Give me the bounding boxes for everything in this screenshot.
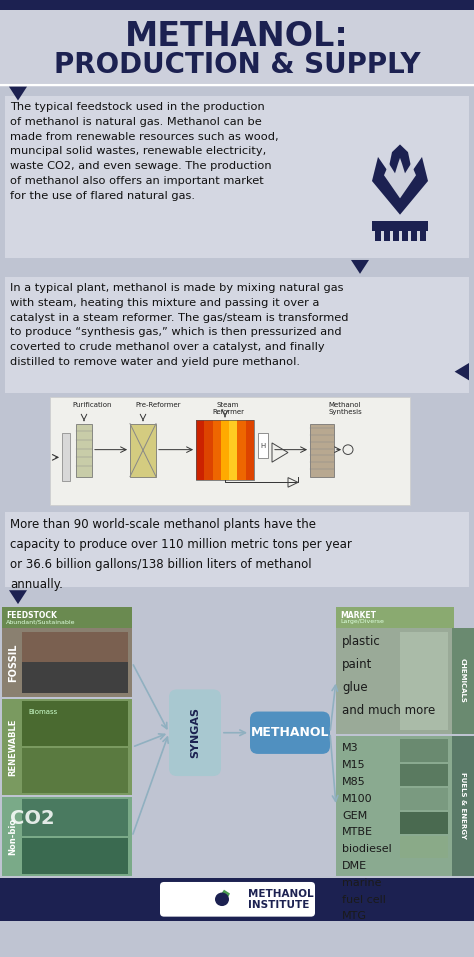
FancyBboxPatch shape (76, 424, 92, 477)
FancyBboxPatch shape (2, 699, 132, 795)
Text: Abundant/Sustainable: Abundant/Sustainable (6, 619, 75, 624)
Text: In a typical plant, methanol is made by mixing natural gas
with steam, heating t: In a typical plant, methanol is made by … (10, 283, 348, 367)
Text: Biomass: Biomass (28, 709, 57, 715)
Text: CHEMICALS: CHEMICALS (460, 658, 466, 703)
Polygon shape (220, 890, 230, 901)
Text: More than 90 world-scale methanol plants have the
capacity to produce over 110 m: More than 90 world-scale methanol plants… (10, 518, 352, 591)
Polygon shape (9, 590, 27, 604)
Polygon shape (9, 87, 27, 100)
FancyBboxPatch shape (400, 632, 448, 730)
Text: MARKET: MARKET (340, 612, 376, 620)
FancyBboxPatch shape (0, 10, 474, 87)
FancyBboxPatch shape (452, 628, 474, 734)
FancyBboxPatch shape (0, 879, 474, 922)
Text: Purification: Purification (72, 402, 112, 408)
FancyBboxPatch shape (0, 607, 474, 879)
FancyBboxPatch shape (384, 231, 390, 241)
Text: PRODUCTION & SUPPLY: PRODUCTION & SUPPLY (54, 52, 420, 79)
FancyBboxPatch shape (22, 799, 128, 835)
Text: M3
M15
M85
M100
GEM
MTBE
biodiesel
DME
marine
fuel cell
MTG: M3 M15 M85 M100 GEM MTBE biodiesel DME m… (342, 744, 392, 922)
FancyBboxPatch shape (5, 97, 469, 258)
Text: FUELS & ENERGY: FUELS & ENERGY (460, 772, 466, 839)
Polygon shape (455, 363, 469, 380)
FancyBboxPatch shape (229, 420, 238, 480)
FancyBboxPatch shape (420, 231, 426, 241)
FancyBboxPatch shape (0, 0, 474, 10)
FancyBboxPatch shape (5, 512, 469, 588)
Text: H: H (260, 443, 265, 449)
Text: FOSSIL: FOSSIL (8, 643, 18, 681)
FancyBboxPatch shape (375, 231, 381, 241)
FancyBboxPatch shape (372, 221, 428, 231)
FancyBboxPatch shape (336, 736, 452, 877)
FancyBboxPatch shape (22, 662, 128, 693)
Text: RENEWABLE: RENEWABLE (8, 719, 17, 776)
FancyBboxPatch shape (22, 837, 128, 875)
FancyBboxPatch shape (50, 397, 410, 504)
Text: Large/Diverse: Large/Diverse (340, 619, 384, 624)
FancyBboxPatch shape (246, 420, 255, 480)
FancyBboxPatch shape (212, 420, 221, 480)
Text: METHANOL: METHANOL (251, 726, 329, 739)
FancyBboxPatch shape (400, 812, 448, 834)
FancyBboxPatch shape (62, 434, 70, 481)
FancyBboxPatch shape (400, 740, 448, 762)
FancyBboxPatch shape (2, 607, 132, 628)
Text: INSTITUTE: INSTITUTE (248, 901, 310, 910)
FancyBboxPatch shape (310, 424, 334, 477)
FancyBboxPatch shape (221, 420, 229, 480)
Text: Methanol
Synthesis: Methanol Synthesis (328, 402, 362, 414)
FancyBboxPatch shape (130, 424, 156, 477)
FancyBboxPatch shape (22, 701, 128, 746)
FancyBboxPatch shape (393, 231, 399, 241)
Circle shape (215, 893, 229, 906)
FancyBboxPatch shape (400, 788, 448, 810)
FancyBboxPatch shape (196, 420, 205, 480)
Polygon shape (384, 158, 416, 198)
FancyBboxPatch shape (250, 712, 330, 754)
FancyBboxPatch shape (452, 736, 474, 877)
Text: METHANOL:: METHANOL: (125, 20, 349, 53)
FancyBboxPatch shape (160, 882, 315, 917)
Polygon shape (372, 145, 428, 214)
Text: METHANOL: METHANOL (248, 888, 314, 899)
FancyBboxPatch shape (2, 797, 132, 877)
FancyBboxPatch shape (204, 420, 213, 480)
Text: Non-bio: Non-bio (8, 818, 17, 856)
FancyBboxPatch shape (169, 689, 221, 776)
Polygon shape (351, 260, 369, 274)
Text: CO2: CO2 (9, 809, 55, 828)
FancyBboxPatch shape (400, 764, 448, 786)
FancyBboxPatch shape (258, 434, 268, 458)
FancyBboxPatch shape (237, 420, 246, 480)
FancyBboxPatch shape (5, 278, 469, 392)
Text: The typical feedstock used in the production
of methanol is natural gas. Methano: The typical feedstock used in the produc… (10, 102, 279, 201)
Text: Pre-Reformer: Pre-Reformer (135, 402, 181, 408)
Text: plastic
paint
glue
and much more: plastic paint glue and much more (342, 635, 435, 718)
FancyBboxPatch shape (336, 607, 454, 628)
FancyBboxPatch shape (400, 835, 448, 857)
Text: Steam
Reformer: Steam Reformer (212, 402, 244, 414)
FancyBboxPatch shape (411, 231, 417, 241)
FancyBboxPatch shape (22, 748, 128, 793)
FancyBboxPatch shape (336, 628, 452, 734)
FancyBboxPatch shape (2, 628, 132, 697)
Text: SYNGAS: SYNGAS (190, 707, 200, 758)
Text: FEEDSTOCK: FEEDSTOCK (6, 612, 57, 620)
FancyBboxPatch shape (402, 231, 408, 241)
FancyBboxPatch shape (22, 632, 128, 693)
